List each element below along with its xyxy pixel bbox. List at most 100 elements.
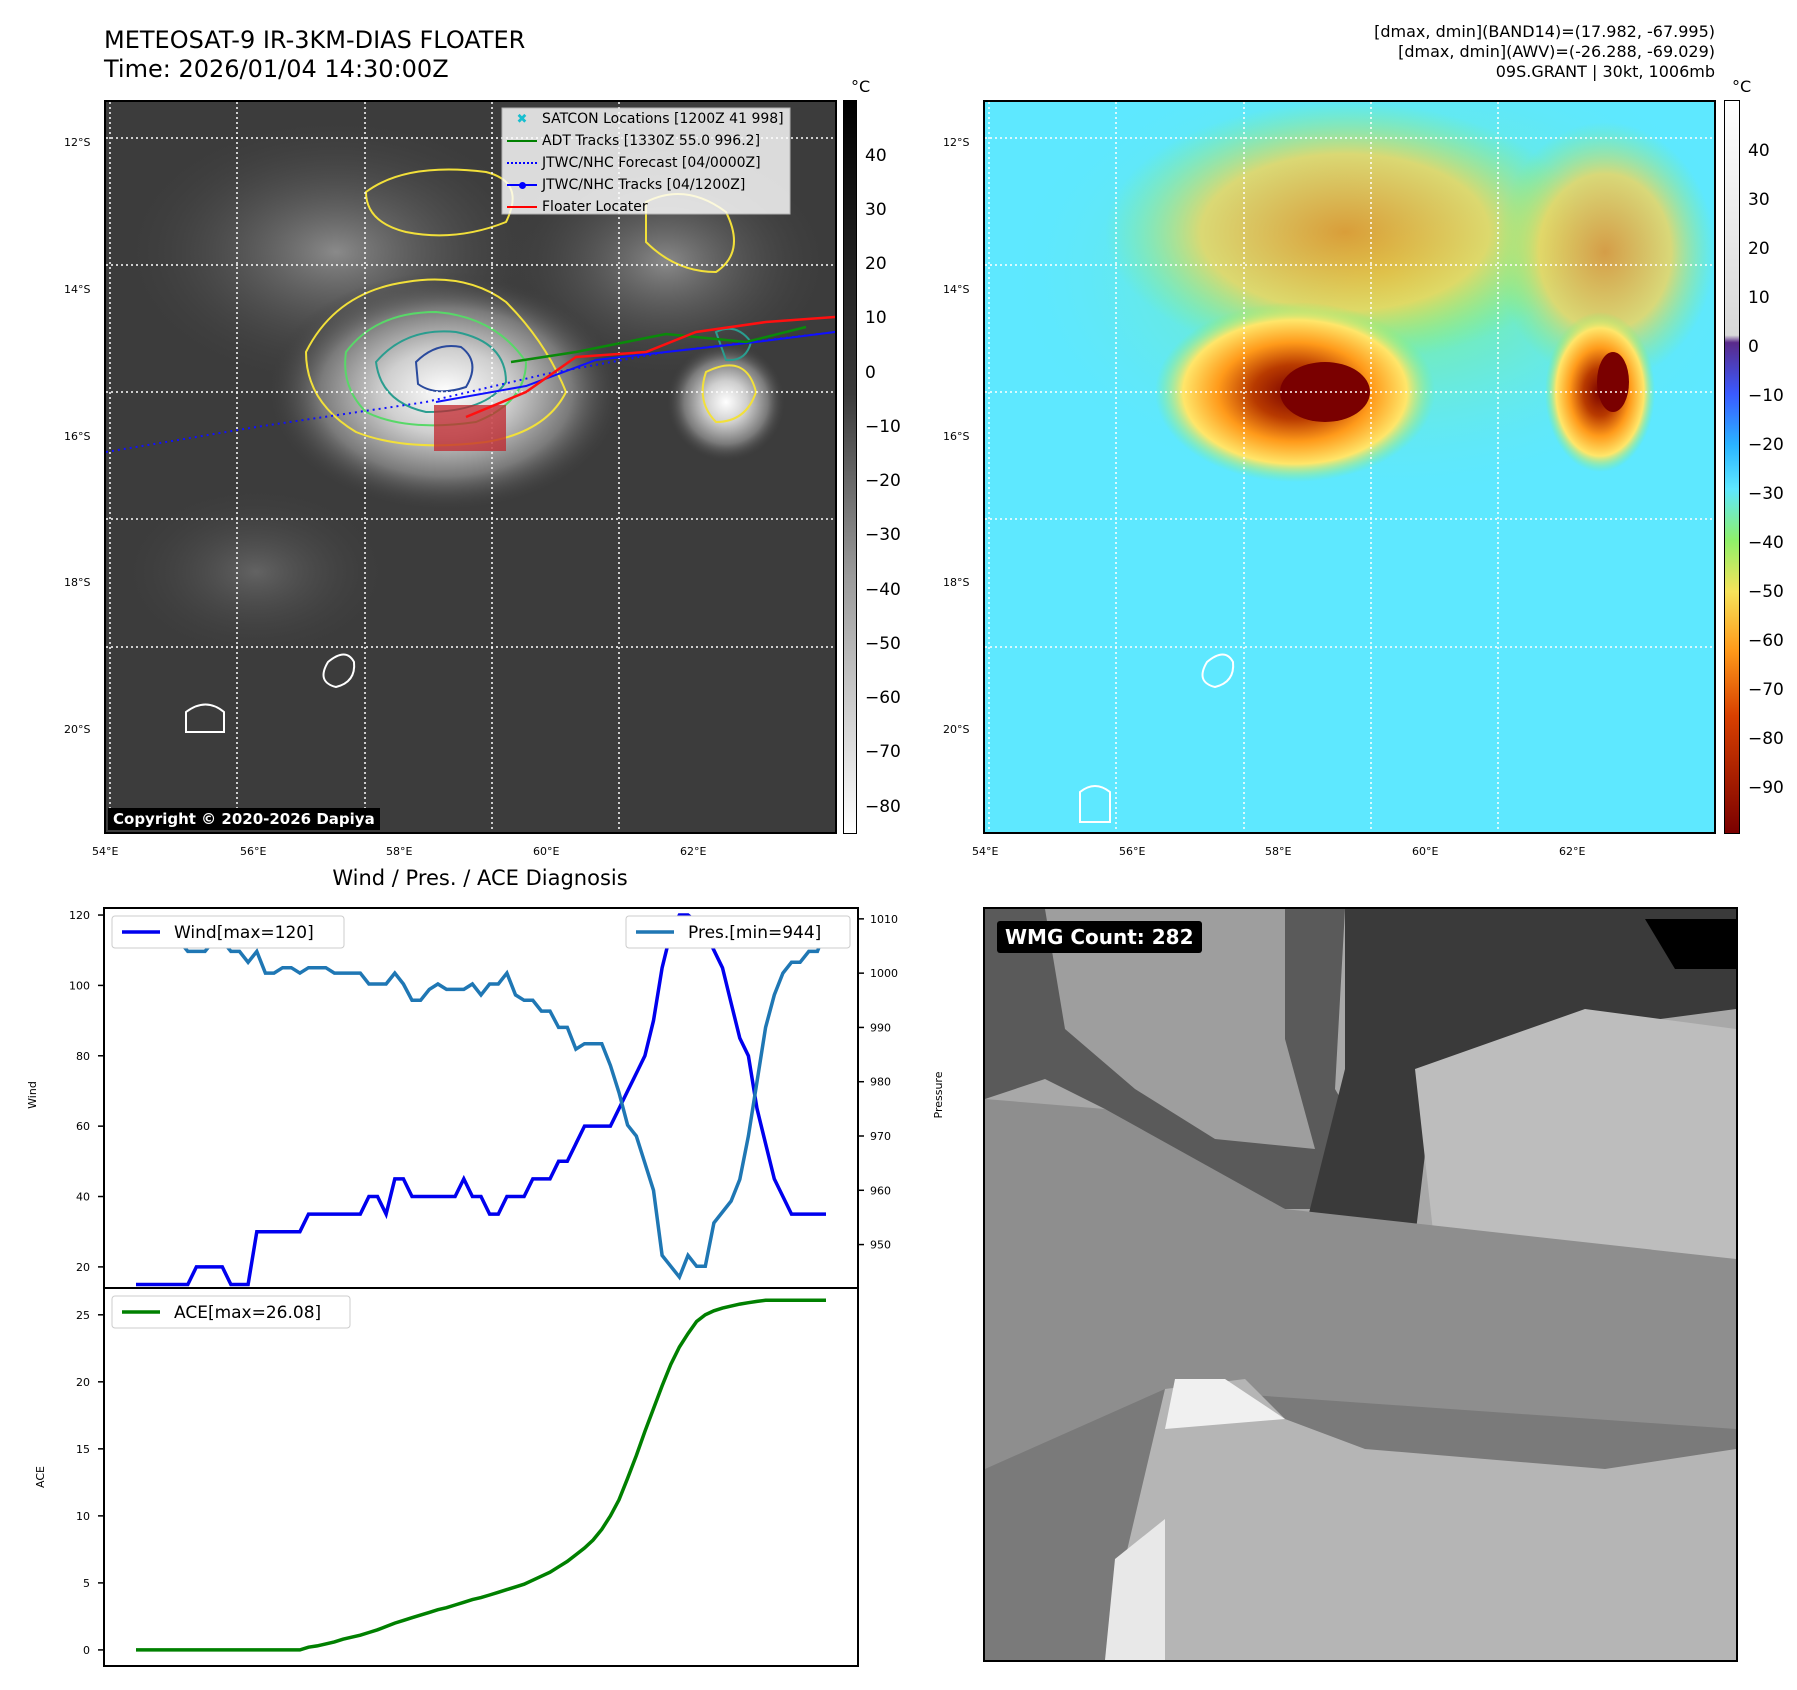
floater-box <box>434 405 506 451</box>
wv-cb-tick: 30 <box>1748 190 1770 210</box>
diag-title: Wind / Pres. / ACE Diagnosis <box>332 866 628 890</box>
wv-cb-tick: −40 <box>1748 533 1784 553</box>
wind-tick-label: 80 <box>76 1050 90 1063</box>
legend-label: ADT Tracks [1330Z 55.0 996.2] <box>542 133 761 149</box>
wv-cb-tick: −30 <box>1748 484 1784 504</box>
ir-lat-label: 20°S <box>64 723 91 736</box>
wv-cb-tick: −20 <box>1748 435 1784 455</box>
ir-cb-tick: −10 <box>865 417 901 437</box>
wind-legend-label: Wind[max=120] <box>174 923 314 943</box>
ir-lon-label: 54°E <box>92 845 119 858</box>
pressure-axis-label: Pressure <box>932 1071 945 1118</box>
wv-colorbar <box>1724 100 1740 834</box>
wv-cb-tick: −60 <box>1748 631 1784 651</box>
info-awv: [dmax, dmin](AWV)=(-26.288, -69.029) <box>1398 42 1715 61</box>
wv-cb-tick: 20 <box>1748 239 1770 259</box>
pressure-tick-label: 960 <box>870 1184 891 1197</box>
figure-time: Time: 2026/01/04 14:30:00Z <box>104 55 449 83</box>
ace-series-line <box>136 1298 826 1652</box>
pressure-tick-label: 990 <box>870 1021 891 1034</box>
ace-legend-label: ACE[max=26.08] <box>174 1303 321 1323</box>
figure-title: METEOSAT-9 IR-3KM-DIAS FLOATER <box>104 26 526 54</box>
wind-tick-label: 120 <box>69 909 90 922</box>
legend-floater: Floater Locater <box>502 196 790 218</box>
ir-legend: ✖ SATCON Locations [1200Z 41 998] ADT Tr… <box>502 108 790 218</box>
wmg-image <box>985 909 1736 1660</box>
wind-pres-axes-frame <box>103 907 859 1289</box>
ir-cb-tick: 30 <box>865 200 887 220</box>
legend-satcon: ✖ SATCON Locations [1200Z 41 998] <box>502 108 790 130</box>
ace-axis-label: ACE <box>34 1466 47 1488</box>
ir-lon-label: 62°E <box>680 845 707 858</box>
ir-lon-label: 56°E <box>240 845 267 858</box>
ir-cb-tick: −50 <box>865 634 901 654</box>
ir-colorbar <box>843 100 857 834</box>
pressure-legend-box <box>625 915 851 949</box>
ir-cb-tick: 40 <box>865 146 887 166</box>
wv-image-panel <box>983 100 1716 834</box>
ir-lon-label: 58°E <box>386 845 413 858</box>
pressure-legend-label: Pres.[min=944] <box>688 923 821 943</box>
ir-colorbar-unit: °C <box>851 77 871 96</box>
ir-lat-label: 16°S <box>64 430 91 443</box>
copyright-label: Copyright © 2020-2026 Dapiya <box>108 808 380 830</box>
wind-legend-box <box>111 915 345 949</box>
jtwc-track <box>435 331 835 403</box>
wv-island-mauritius <box>1201 653 1235 689</box>
diag-chart: 20 40 60 80 100 120 950 960 970 980 990 1000 1010 0 5 1… <box>26 907 945 1667</box>
ir-legend-box <box>501 107 791 215</box>
ace-tick-label: 5 <box>83 1577 90 1590</box>
ir-cb-tick: 0 <box>865 363 876 383</box>
legend-adt: ADT Tracks [1330Z 55.0 996.2] <box>502 130 790 152</box>
forecast-dotted-icon <box>502 162 542 164</box>
ir-lat-label: 12°S <box>64 136 91 149</box>
floater-locater-track <box>465 315 835 419</box>
wv-cb-tick: 40 <box>1748 141 1770 161</box>
info-storm: 09S.GRANT | 30kt, 1006mb <box>1495 62 1715 81</box>
ir-cb-tick: −40 <box>865 580 901 600</box>
wv-lon-label: 56°E <box>1119 845 1146 858</box>
ir-lat-label: 18°S <box>64 576 91 589</box>
pressure-tick-label: 950 <box>870 1239 891 1252</box>
floater-line-icon <box>502 206 542 208</box>
wv-cb-tick: 0 <box>1748 337 1759 357</box>
pressure-tick-label: 970 <box>870 1130 891 1143</box>
adt-track <box>510 325 807 364</box>
legend-label: JTWC/NHC Forecast [04/0000Z] <box>542 155 761 171</box>
wind-tick-label: 20 <box>76 1261 90 1274</box>
ace-tick-label: 15 <box>76 1443 90 1456</box>
ir-cb-tick: −80 <box>865 797 901 817</box>
track-line-dot-icon <box>502 181 542 189</box>
wv-island-reunion <box>1079 785 1111 823</box>
ace-tick-label: 20 <box>76 1376 90 1389</box>
ace-tick-label: 25 <box>76 1309 90 1322</box>
pressure-series-line <box>136 927 828 1281</box>
wind-tick-label: 60 <box>76 1120 90 1133</box>
wv-colorbar-unit: °C <box>1732 77 1752 96</box>
legend-label: JTWC/NHC Tracks [04/1200Z] <box>542 177 746 193</box>
satcon-x-icon: ✖ <box>516 111 528 127</box>
wv-cb-tick: −90 <box>1748 778 1784 798</box>
wv-lat-label: 14°S <box>943 283 970 296</box>
wv-cb-tick: −80 <box>1748 729 1784 749</box>
wv-lon-label: 62°E <box>1559 845 1586 858</box>
wv-lon-label: 54°E <box>972 845 999 858</box>
ir-image-panel: ✖ SATCON Locations [1200Z 41 998] ADT Tr… <box>104 100 837 834</box>
wind-series-line <box>136 913 826 1287</box>
wv-lat-label: 16°S <box>943 430 970 443</box>
wmg-image-panel: WMG Count: 282 <box>983 907 1738 1662</box>
ir-cb-tick: −60 <box>865 688 901 708</box>
adt-line-icon <box>502 140 542 142</box>
jtwc-forecast-track <box>106 331 835 453</box>
wv-lat-label: 18°S <box>943 576 970 589</box>
wv-lon-label: 58°E <box>1265 845 1292 858</box>
info-band14: [dmax, dmin](BAND14)=(17.982, -67.995) <box>1374 22 1715 41</box>
pressure-tick-label: 1010 <box>870 913 898 926</box>
ir-image <box>106 102 835 832</box>
wv-cb-tick: −50 <box>1748 582 1784 602</box>
legend-label: SATCON Locations [1200Z 41 998] <box>542 111 784 127</box>
wv-cb-tick: −10 <box>1748 386 1784 406</box>
pressure-tick-label: 1000 <box>870 967 898 980</box>
island-mauritius <box>322 653 356 689</box>
wmg-count-label: WMG Count: 282 <box>997 921 1202 953</box>
